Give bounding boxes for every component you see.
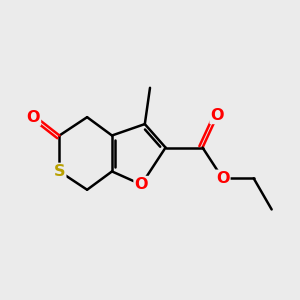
Text: S: S: [54, 164, 65, 179]
Text: O: O: [26, 110, 40, 125]
Text: O: O: [135, 177, 148, 192]
Text: O: O: [216, 171, 229, 186]
Text: O: O: [211, 108, 224, 123]
